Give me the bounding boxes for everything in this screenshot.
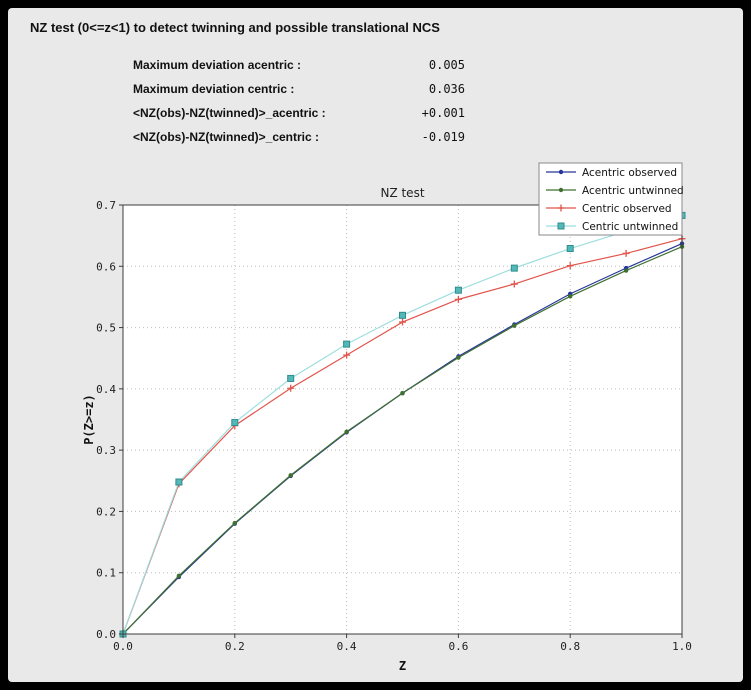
x-tick-label: 1.0 <box>672 640 692 653</box>
x-axis-label: Z <box>399 659 406 673</box>
data-point <box>343 351 351 359</box>
legend-entry-centric-observed: Centric observed <box>546 203 672 215</box>
y-tick-label: 0.1 <box>96 567 116 580</box>
data-point <box>623 268 629 273</box>
legend-label: Centric untwinned <box>582 221 678 233</box>
stat-row: <NZ(obs)-NZ(twinned)>_centric : -0.019 <box>8 130 743 148</box>
stat-label: <NZ(obs)-NZ(twinned)>_centric : <box>133 130 320 144</box>
stat-row: Maximum deviation centric : 0.036 <box>8 82 743 100</box>
data-point <box>566 262 574 270</box>
x-tick-label: 0.6 <box>448 640 468 653</box>
data-point <box>175 478 183 486</box>
data-point <box>344 429 349 434</box>
y-tick-label: 0.5 <box>96 322 116 335</box>
legend-entry-acentric-observed: Acentric observed <box>546 167 677 179</box>
legend-entry-centric-untwinned: Centric untwinned <box>546 221 678 233</box>
x-tick-label: 0.4 <box>337 640 357 653</box>
chart-title: NZ test <box>380 186 424 200</box>
nz-test-chart: 0.0 0.2 0.4 0.6 0.8 1.0 0.0 0.1 0.2 0.3 0.4 0.5 0.6 0… <box>82 162 692 673</box>
data-point <box>558 169 564 175</box>
data-point <box>510 280 518 288</box>
data-point <box>231 419 239 427</box>
data-point <box>400 390 405 396</box>
stat-value: -0.019 <box>421 130 465 144</box>
legend-entry-acentric-untwinned: Acentric untwinned <box>546 185 684 197</box>
stat-value: 0.036 <box>428 82 465 96</box>
page-title: NZ test (0<=z<1) to detect twinning and … <box>30 20 440 35</box>
data-point <box>232 520 237 526</box>
data-point <box>176 573 182 578</box>
stat-label: Maximum deviation acentric : <box>133 58 302 72</box>
data-point <box>557 204 565 212</box>
legend-label: Acentric observed <box>582 167 677 179</box>
nz-test-panel: NZ test (0<=z<1) to detect twinning and … <box>8 8 743 682</box>
data-point <box>510 264 518 272</box>
y-tick-label: 0.3 <box>96 444 116 457</box>
data-point <box>288 473 293 478</box>
legend-label: Centric observed <box>582 203 672 215</box>
x-tick-label: 0.0 <box>113 640 133 653</box>
data-point <box>558 187 564 193</box>
plot-background <box>123 205 682 634</box>
data-point <box>399 318 406 326</box>
stat-value: 0.005 <box>428 58 465 72</box>
data-point <box>399 311 406 319</box>
stat-row: <NZ(obs)-NZ(twinned)>_acentric : +0.001 <box>8 106 743 124</box>
legend: Acentric observed Acentric untwinned Centr… <box>538 162 684 236</box>
data-point <box>287 384 295 392</box>
tick-marks <box>119 204 683 638</box>
data-point <box>557 222 565 230</box>
data-point <box>568 294 573 299</box>
legend-label: Acentric untwinned <box>582 185 684 197</box>
plot-frame <box>122 204 683 635</box>
x-tick-label: 0.8 <box>560 640 580 653</box>
data-point <box>454 295 462 303</box>
data-point <box>512 323 517 328</box>
stat-label: <NZ(obs)-NZ(twinned)>_acentric : <box>133 106 326 120</box>
y-tick-label: 0.6 <box>96 260 116 273</box>
stat-value: +0.001 <box>421 106 465 120</box>
y-axis-label: P(Z>=z) <box>82 394 96 445</box>
data-point <box>622 249 630 257</box>
stat-label: Maximum deviation centric : <box>133 82 295 96</box>
y-tick-label: 0.0 <box>96 628 116 641</box>
data-point <box>287 374 295 382</box>
x-tick-label: 0.2 <box>225 640 245 653</box>
y-tick-label: 0.7 <box>96 199 116 212</box>
data-point <box>566 245 574 253</box>
data-point <box>343 340 351 348</box>
stat-row: Maximum deviation acentric : 0.005 <box>8 58 743 76</box>
y-tick-label: 0.4 <box>96 383 116 396</box>
data-point <box>454 286 462 294</box>
data-point <box>456 355 461 360</box>
y-tick-label: 0.2 <box>96 505 116 518</box>
